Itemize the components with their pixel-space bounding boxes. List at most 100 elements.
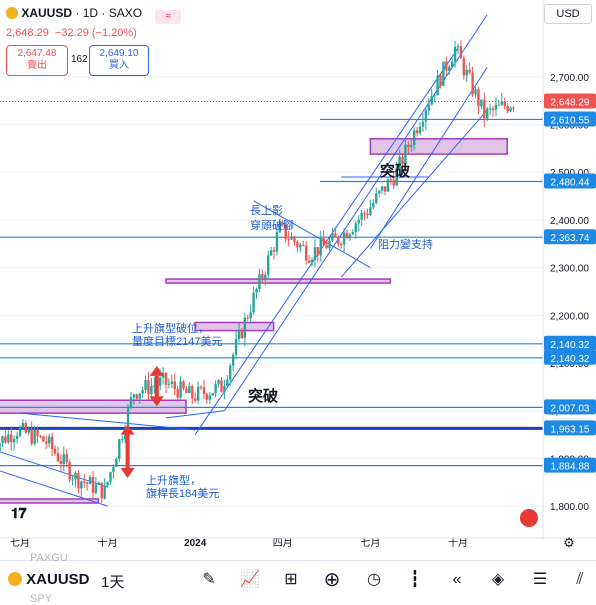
price-label: 1,963.15 [551,424,590,435]
candle-body [88,477,92,484]
candle-body [293,236,296,243]
candle-body [450,61,454,67]
pencil-icon[interactable]: ✎ [202,571,216,588]
candle-body [36,429,39,437]
plus-icon[interactable]: ⊕ [323,569,341,591]
layers-icon[interactable]: ◈ [491,571,505,588]
chart-annotation: 旗桿長184美元 [146,486,219,500]
candle-body [272,250,276,252]
candle-body [237,329,241,339]
price-label: 2,610.55 [551,115,590,126]
candle-body [1,436,4,443]
symbol-header[interactable]: XAUUSD · 1D · SAXO ≈ [6,6,182,24]
candle-body [319,238,322,256]
candle-body [77,472,80,489]
candle-body [144,380,147,390]
trendline [253,200,371,269]
candle-body [179,381,182,398]
candle-body [345,232,349,239]
chart-annotation: 上升旗型破位， [132,321,209,335]
interval-label: 1D [82,6,99,20]
rewind-icon[interactable]: « [452,571,462,588]
x-tick-label: 七月 [10,537,30,549]
candle-body [269,250,273,256]
candle-body [249,312,252,319]
chart-annotation: 穿頭破腳 [250,218,294,232]
candle-body [465,69,468,76]
buy-button[interactable]: 2,649.10 買入 [89,45,149,76]
sell-button[interactable]: 2,647.48 賣出 [6,45,68,76]
x-tick-label: 七月 [360,537,380,549]
horizontal-lines-layer [0,100,543,467]
x-tick-label: 十月 [448,536,468,549]
candles-layer [0,40,515,503]
chart-icon[interactable]: 📈 [240,571,260,588]
candle-body [0,442,1,452]
candle-body [62,454,65,465]
price-label: 2,648.29 [551,97,590,108]
candle-body [506,106,509,111]
price-line: 2,648.29 −32.29 (−1.20%) [6,27,137,39]
candle-body [436,75,439,96]
price-label-bg [544,335,596,351]
candle-body [453,46,457,62]
candle-body [386,179,390,192]
x-tick-label: 2024 [184,538,207,549]
candle-body [404,144,407,165]
candle-body [10,434,13,443]
candle-body [456,46,460,48]
compare-icon[interactable]: ⫽ [576,571,584,588]
candle-body [196,386,200,401]
candle-body [366,213,369,216]
chart-canvas[interactable]: 1,800.001,900.002,000.002,100.002,200.00… [0,0,596,560]
candle-body [138,393,141,399]
candle-body [509,107,512,111]
candle-body [109,472,112,482]
candle-body [488,108,492,110]
candle-body [459,46,463,59]
zones-layer [0,138,508,504]
candle-body [477,89,480,107]
currency-selector[interactable]: USD [544,4,592,24]
candle-body [158,377,162,386]
candle-body [65,454,68,463]
sliders-icon[interactable]: ☰ [532,571,548,588]
price-axis: 1,800.001,900.002,000.002,100.002,200.00… [542,0,596,540]
candle-body [83,481,86,483]
zone-rect [165,278,392,284]
candle-body [103,485,106,499]
zone-rect [194,321,275,332]
candle-body [74,472,77,480]
price-label: 2,363.74 [551,233,590,244]
candle-body [234,338,238,355]
price-label: 1,884.88 [551,462,590,473]
candle-body [188,386,191,394]
exchange-label: SAXO [108,6,143,20]
grid-icon[interactable]: ⊞ [284,571,298,588]
settings-icon[interactable]: ⚙ [563,535,575,550]
candle-body [226,379,229,386]
candle-body [167,383,171,385]
candle-body [185,388,188,394]
candle-body [199,386,203,388]
candle-body [486,108,489,119]
toolbar-interval[interactable]: 1天 [101,574,125,591]
candle-body [375,193,378,203]
candle-body [106,481,109,486]
candle-body [494,104,498,110]
candle-body [421,121,425,127]
candle-body [424,110,428,122]
candle-body [126,407,130,432]
candle-body [18,427,22,436]
toolbar-symbol[interactable]: XAUUSD [8,571,90,588]
candle-body [45,441,48,444]
buy-price: 2,649.10 [99,48,139,59]
candle-body [150,385,153,395]
candles-icon[interactable]: ┇ [410,571,420,588]
chart-annotation: 突破 [248,387,278,405]
candle-body [377,190,381,194]
candle-body [56,453,60,462]
candle-body [415,130,419,134]
ghost-symbol-top: PAXGU [30,552,68,564]
clock-icon[interactable]: ◷ [367,571,381,588]
